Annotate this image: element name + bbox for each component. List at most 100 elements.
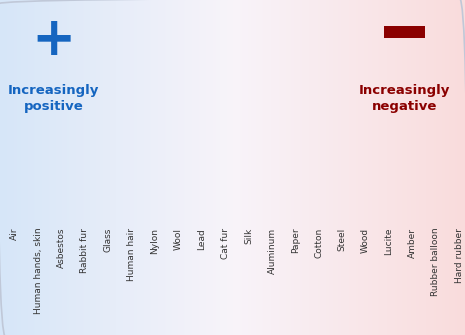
Bar: [463, 0, 464, 335]
Bar: [66, 0, 67, 335]
Bar: [51, 0, 53, 335]
Bar: [307, 0, 308, 335]
Bar: [67, 0, 69, 335]
Bar: [267, 0, 269, 335]
Bar: [354, 0, 356, 335]
Bar: [319, 0, 320, 335]
Bar: [235, 0, 236, 335]
Bar: [396, 0, 398, 335]
Bar: [407, 0, 408, 335]
Bar: [86, 0, 87, 335]
Bar: [456, 0, 457, 335]
Bar: [264, 0, 265, 335]
Bar: [359, 0, 360, 335]
Bar: [260, 0, 262, 335]
Bar: [181, 0, 183, 335]
Bar: [228, 0, 229, 335]
Bar: [65, 0, 66, 335]
Text: Air: Air: [10, 228, 19, 240]
Bar: [16, 0, 18, 335]
Bar: [108, 0, 109, 335]
Text: Wood: Wood: [361, 228, 370, 253]
Bar: [423, 0, 425, 335]
Bar: [81, 0, 83, 335]
Bar: [33, 0, 34, 335]
Text: Cotton: Cotton: [314, 228, 323, 258]
Bar: [120, 0, 121, 335]
Bar: [133, 0, 134, 335]
Bar: [198, 0, 199, 335]
Bar: [14, 0, 15, 335]
Bar: [323, 0, 325, 335]
Bar: [223, 0, 225, 335]
Bar: [385, 0, 386, 335]
Bar: [222, 0, 223, 335]
Bar: [142, 0, 143, 335]
Bar: [368, 0, 370, 335]
Bar: [26, 0, 27, 335]
Bar: [392, 0, 393, 335]
Bar: [184, 0, 185, 335]
Bar: [317, 0, 319, 335]
Bar: [194, 0, 195, 335]
Bar: [389, 0, 391, 335]
Bar: [35, 0, 36, 335]
Bar: [22, 0, 23, 335]
Bar: [255, 0, 256, 335]
Bar: [449, 0, 450, 335]
Bar: [331, 0, 332, 335]
Bar: [167, 0, 169, 335]
Bar: [412, 0, 413, 335]
Bar: [119, 0, 120, 335]
Bar: [450, 0, 451, 335]
Bar: [376, 0, 377, 335]
Bar: [73, 0, 74, 335]
Bar: [70, 0, 71, 335]
Bar: [237, 0, 239, 335]
Bar: [40, 0, 42, 335]
Bar: [271, 0, 272, 335]
Bar: [258, 0, 259, 335]
Bar: [364, 0, 365, 335]
Bar: [335, 0, 336, 335]
Bar: [149, 0, 150, 335]
Bar: [137, 0, 139, 335]
Bar: [143, 0, 144, 335]
Bar: [226, 0, 227, 335]
Bar: [103, 0, 105, 335]
Bar: [358, 0, 359, 335]
Bar: [97, 0, 98, 335]
Bar: [229, 0, 230, 335]
Bar: [64, 0, 65, 335]
Bar: [230, 0, 232, 335]
Bar: [177, 0, 178, 335]
Bar: [283, 0, 284, 335]
Bar: [45, 0, 47, 335]
Bar: [393, 0, 394, 335]
Bar: [398, 0, 399, 335]
Bar: [464, 0, 465, 335]
Bar: [191, 0, 192, 335]
Bar: [365, 0, 366, 335]
Bar: [152, 0, 153, 335]
Bar: [2, 0, 4, 335]
Bar: [287, 0, 288, 335]
Bar: [207, 0, 208, 335]
Bar: [330, 0, 332, 335]
Bar: [78, 0, 79, 335]
Bar: [373, 0, 374, 335]
Bar: [212, 0, 213, 335]
Bar: [418, 0, 420, 335]
Bar: [196, 0, 198, 335]
Bar: [438, 0, 439, 335]
Bar: [206, 0, 207, 335]
Bar: [432, 0, 434, 335]
Bar: [101, 0, 102, 335]
Bar: [452, 0, 453, 335]
Bar: [277, 0, 278, 335]
Bar: [10, 0, 12, 335]
Bar: [425, 0, 427, 335]
Bar: [163, 0, 164, 335]
Bar: [100, 0, 101, 335]
Bar: [391, 0, 392, 335]
